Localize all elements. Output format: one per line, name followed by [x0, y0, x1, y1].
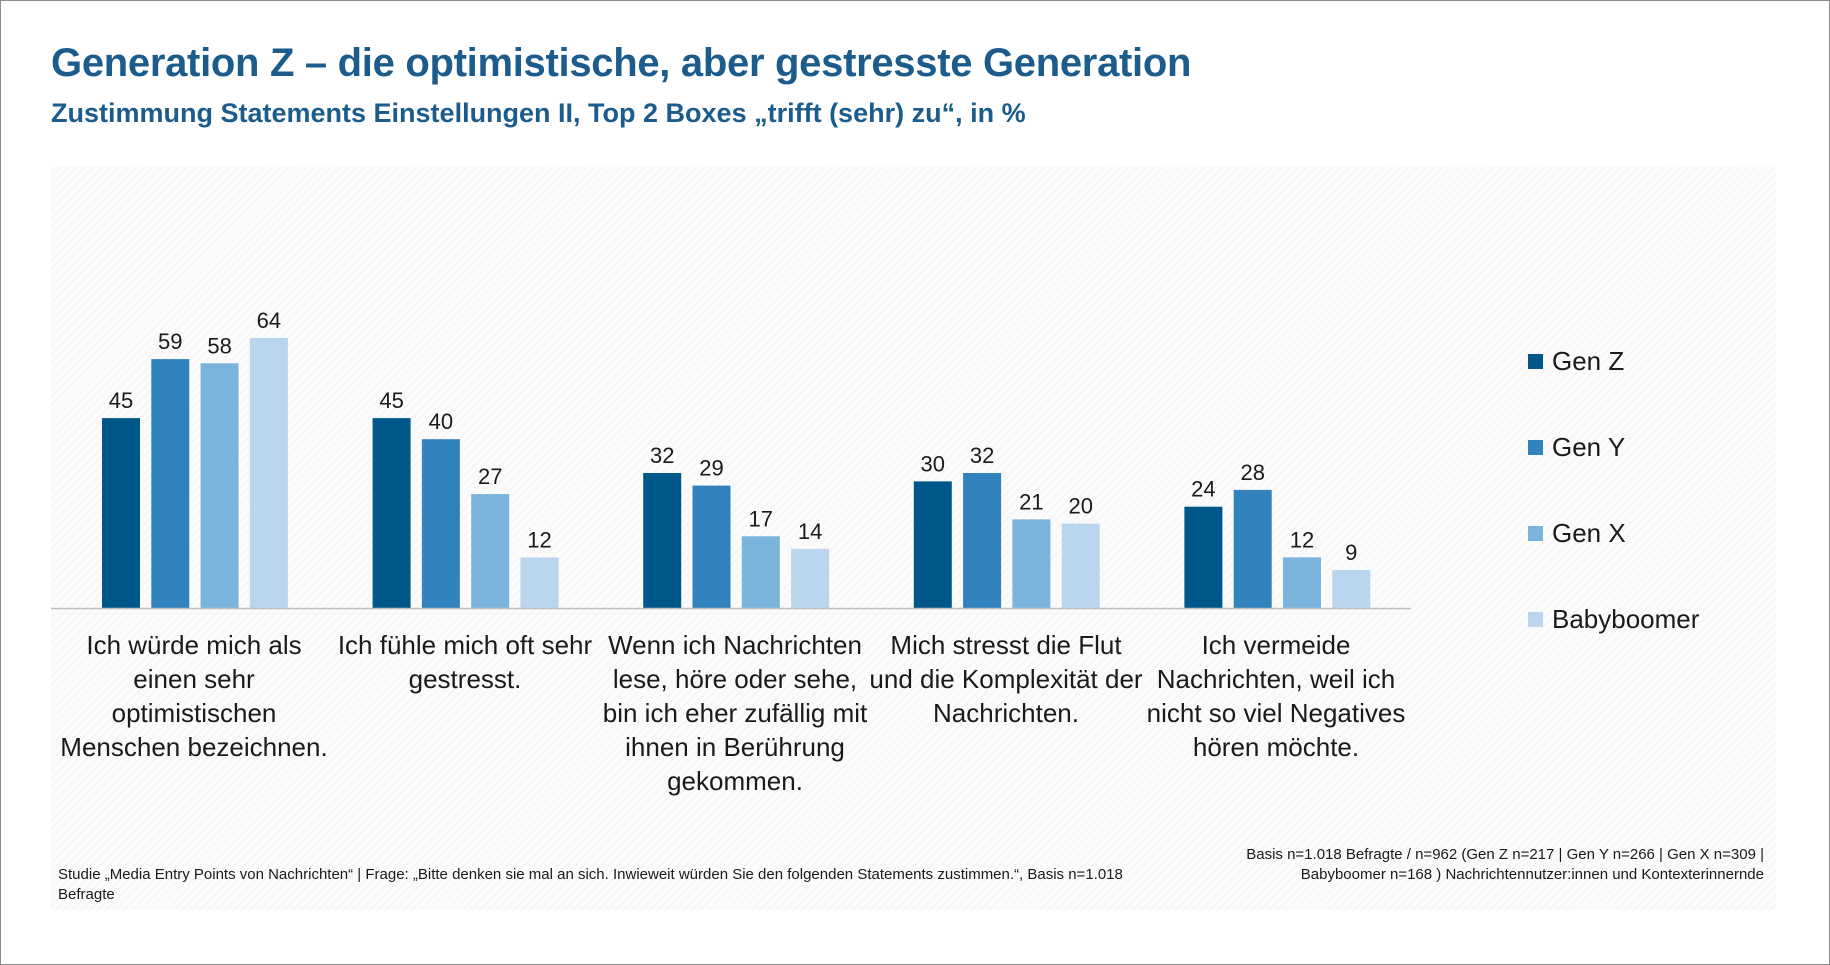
data-label-gen-x-cat-5: 12	[1290, 527, 1314, 552]
bar-babyboomer-cat-4	[1061, 523, 1100, 608]
legend-label-gen-y: Gen Y	[1552, 432, 1626, 462]
category-label-stressed: Ich fühle mich oft sehr gestresst.	[337, 630, 593, 694]
data-label-gen-x-cat-2: 27	[478, 464, 502, 489]
data-label-babyboomer-cat-3: 14	[798, 519, 822, 544]
bar-gen-y-cat-1	[151, 359, 190, 608]
data-label-gen-y-cat-2: 40	[429, 409, 453, 434]
bar-babyboomer-cat-1	[249, 338, 288, 608]
data-label-gen-y-cat-4: 32	[970, 443, 994, 468]
data-label-babyboomer-cat-2: 12	[527, 527, 551, 552]
data-label-gen-z-cat-4: 30	[921, 451, 945, 476]
bar-babyboomer-cat-5	[1332, 570, 1371, 608]
data-label-babyboomer-cat-5: 9	[1345, 540, 1357, 565]
data-label-babyboomer-cat-1: 64	[257, 308, 281, 333]
data-label-babyboomer-cat-4: 20	[1068, 494, 1092, 519]
data-label-gen-z-cat-1: 45	[109, 388, 133, 413]
legend-swatch-gen-y	[1528, 440, 1543, 455]
data-label-gen-x-cat-4: 21	[1019, 489, 1043, 514]
legend-swatch-babyboomer	[1528, 612, 1543, 627]
bar-babyboomer-cat-3	[791, 548, 830, 608]
bar-gen-z-cat-1	[102, 418, 140, 608]
bar-gen-x-cat-5	[1283, 557, 1321, 608]
page-title: Generation Z – die optimistische, aber g…	[51, 41, 1192, 85]
category-label-optimistic: Ich würde mich als einen sehr optimistis…	[60, 630, 328, 762]
legend-label-gen-x: Gen X	[1552, 518, 1626, 548]
data-label-gen-x-cat-3: 17	[749, 506, 773, 531]
legend-swatch-gen-z	[1528, 354, 1543, 369]
footnote-basis: Basis n=1.018 Befragte / n=962 (Gen Z n=…	[1246, 846, 1764, 883]
category-label-news-flood: Mich stresst die Flut und die Komplexitä…	[869, 630, 1143, 728]
bar-gen-x-cat-3	[741, 536, 780, 608]
bar-gen-z-cat-5	[1184, 506, 1223, 608]
bar-gen-x-cat-1	[200, 363, 239, 608]
category-label-incidental-news: Wenn ich Nachrichten lese, höre oder seh…	[602, 630, 868, 796]
bar-babyboomer-cat-2	[520, 557, 559, 608]
legend-label-gen-z: Gen Z	[1552, 346, 1625, 376]
bar-gen-z-cat-3	[643, 473, 682, 608]
category-label-avoid-news: Ich vermeide Nachrichten, weil ich nicht…	[1146, 630, 1406, 762]
data-label-gen-x-cat-1: 58	[207, 333, 231, 358]
bar-gen-y-cat-4	[963, 473, 1002, 608]
bar-gen-y-cat-2	[421, 439, 460, 608]
data-label-gen-z-cat-3: 32	[650, 443, 674, 468]
bar-gen-y-cat-5	[1233, 489, 1272, 608]
bar-gen-x-cat-2	[471, 494, 510, 608]
chart-panel: 45 59 58 64 45 40 27 12 32 29 17 14 30 32 21 20 24 28 12 9 …	[51, 167, 1776, 910]
data-label-gen-z-cat-2: 45	[379, 388, 403, 413]
data-label-gen-y-cat-1: 59	[158, 329, 182, 354]
data-label-gen-z-cat-5: 24	[1191, 477, 1215, 502]
bar-gen-x-cat-4	[1012, 519, 1051, 608]
footnote-source: Studie „Media Entry Points von Nachricht…	[58, 866, 1123, 903]
legend-swatch-gen-x	[1528, 526, 1543, 541]
bar-chart: 45 59 58 64 45 40 27 12 32 29 17 14 30 32 21 20 24 28 12 9	[51, 308, 1411, 610]
page-subtitle: Zustimmung Statements Einstellungen II, …	[51, 98, 1026, 128]
data-label-gen-y-cat-3: 29	[699, 456, 723, 481]
bar-gen-z-cat-4	[913, 481, 952, 608]
data-label-gen-y-cat-5: 28	[1240, 460, 1264, 485]
bar-gen-y-cat-3	[692, 485, 731, 608]
bar-gen-z-cat-2	[372, 418, 411, 608]
legend-label-babyboomer: Babyboomer	[1552, 604, 1700, 634]
